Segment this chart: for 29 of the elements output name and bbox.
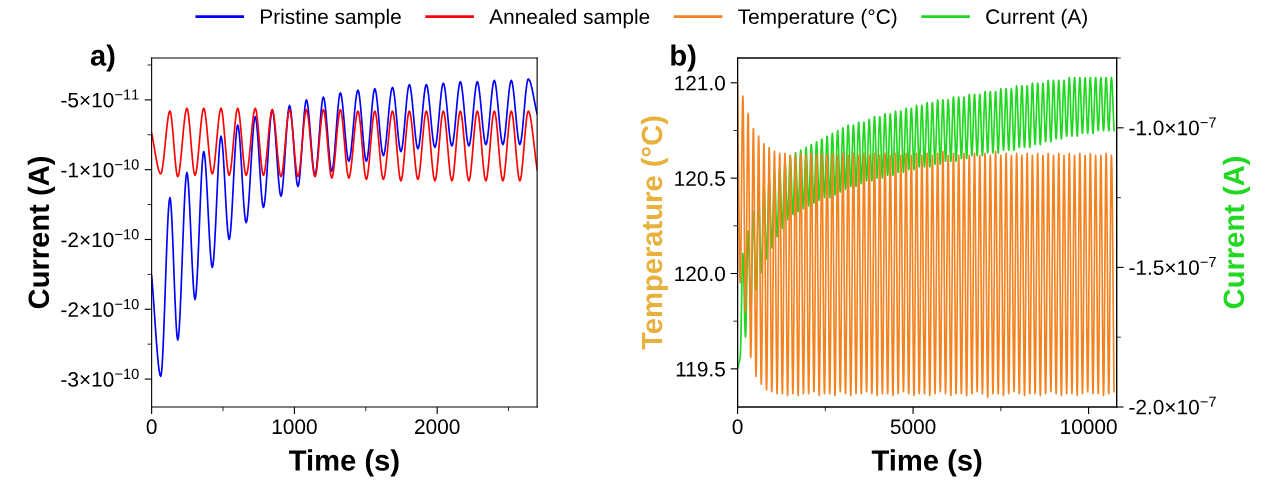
y-tick-label: -1×10$^{−10}$ [61,159,139,178]
y2-axis-title: Current (A) [1222,156,1250,309]
y-tick-label: 119.5 [676,361,725,377]
y-tick-label: 120.0 [675,266,725,282]
x-tick-label: 10000 [1061,419,1117,435]
x-tick-label: 2000 [415,419,460,435]
y2-tick-label: -1.5×10$^{−7}$ [1129,257,1216,275]
text: a) [90,44,115,72]
x-axis-title: Time (s) [871,449,982,477]
y-tick-label: -5×10$^{−11}$ [61,89,139,108]
y-tick-label: 121.0 [675,75,725,91]
legend-label: Current (A) [986,8,1087,29]
x-tick-label: 0 [732,419,743,435]
y-tick-label: 120.5 [675,171,725,186]
legend-label: Annealed sample [489,8,650,29]
x-tick-label: 1000 [272,419,317,435]
legend-label: Temperature (°C) [738,8,897,29]
x-tick-label: 5000 [890,419,936,435]
y-tick-label: -3×10$^{−10}$ [61,368,139,387]
y2-tick-label: -2.0×10$^{−7}$ [1129,396,1216,415]
x-tick-label: 0 [146,419,157,435]
y-tick-label: -2×10$^{−10}$ [61,298,139,317]
y-axis-title: Temperature (°C) [640,116,669,350]
legend-label: Pristine sample [261,8,401,29]
y-tick-label: -2×10$^{−10}$ [61,229,139,248]
y-axis-title: Current (A) [27,156,55,309]
x-axis-title: Time (s) [289,449,399,477]
y2-tick-label: -1.0×10$^{−7}$ [1129,117,1216,136]
text: b) [671,44,696,72]
